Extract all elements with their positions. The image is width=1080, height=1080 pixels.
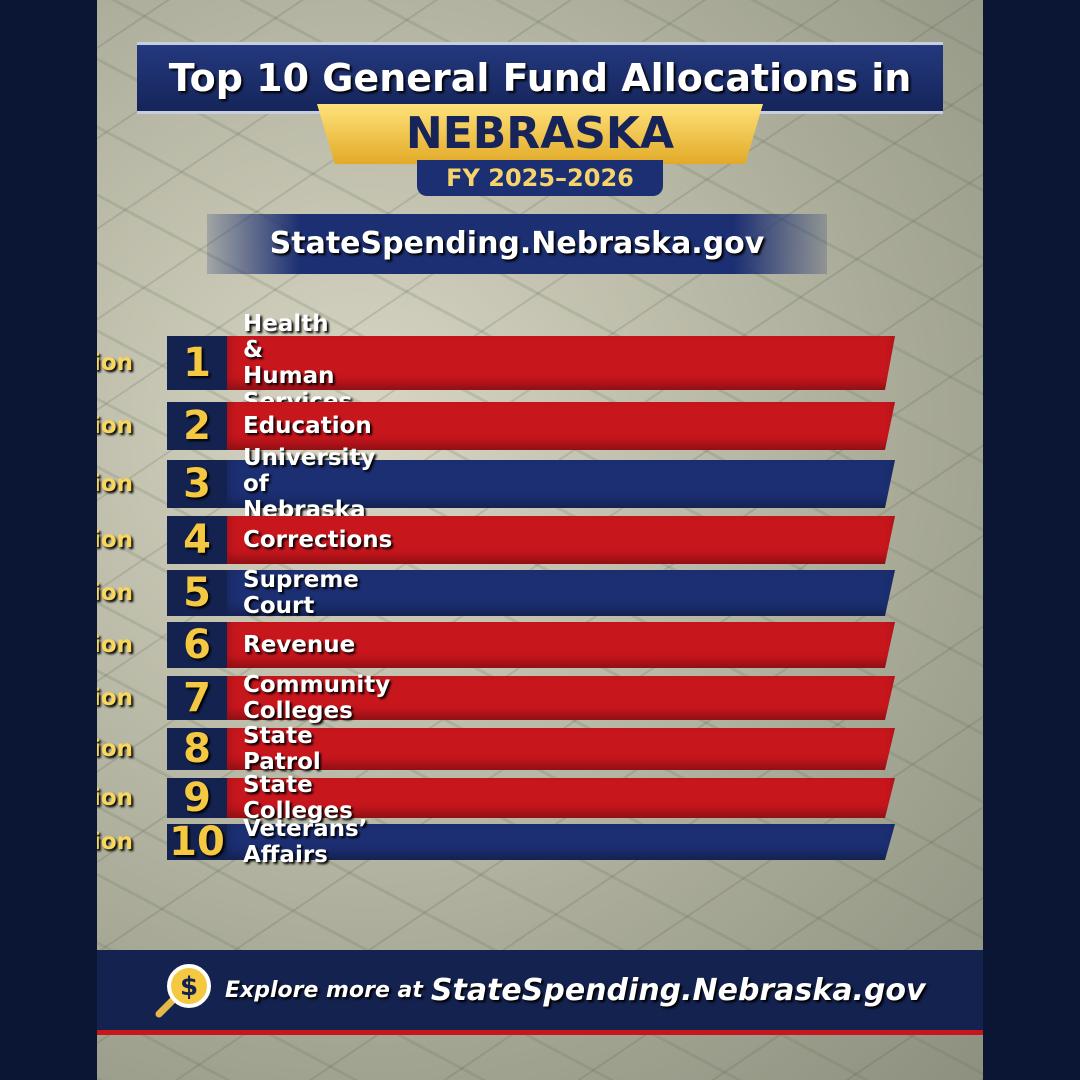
row-bar <box>227 778 895 818</box>
rank: 2 <box>167 402 227 450</box>
state-ribbon: NEBRASKA <box>317 104 763 164</box>
amount-unit: Million <box>97 527 133 553</box>
row-bar <box>227 728 895 770</box>
panel: Top 10 General Fund Allocations in NEBRA… <box>97 0 983 1080</box>
amount: $119.1Million <box>97 676 133 720</box>
footer-text: Explore more at StateSpending.Nebraska.g… <box>225 950 926 1030</box>
item-name: Community Colleges <box>243 672 391 724</box>
svg-text:$: $ <box>180 972 198 1002</box>
row-bar <box>227 824 895 860</box>
item-name: Health & Human Services <box>243 311 352 415</box>
row-bar <box>227 402 895 450</box>
row-bar <box>227 570 895 616</box>
rank: 8 <box>167 726 227 772</box>
amount-unit: Million <box>97 829 133 855</box>
amount-unit: Million <box>97 685 133 711</box>
rank: 10 <box>167 819 227 865</box>
rank: 7 <box>167 675 227 721</box>
item-name: Veterans’ Affairs <box>243 816 368 868</box>
title: Top 10 General Fund Allocations in <box>137 42 943 114</box>
rank: 5 <box>167 570 227 616</box>
amount: $91.0Million <box>97 728 133 770</box>
item-name: Education <box>243 413 372 439</box>
row-bar <box>227 622 895 668</box>
amount-unit: Billion <box>97 413 133 439</box>
amount: $239.4Million <box>97 570 133 616</box>
amount: $2.0Billion <box>97 336 133 390</box>
amount-unit: Million <box>97 632 133 658</box>
footer-prefix: Explore more at <box>225 977 423 1003</box>
amount-unit: Million <box>97 471 133 497</box>
item-name: Corrections <box>243 527 393 553</box>
amount: $370.4Million <box>97 516 133 564</box>
item-name: University of Nebraska <box>243 445 376 523</box>
item-name: Revenue <box>243 632 356 658</box>
amount: $1.3Billion <box>97 402 133 450</box>
amount: $193.6Million <box>97 622 133 668</box>
footer: $ Explore more at StateSpending.Nebraska… <box>97 950 983 1035</box>
rank: 4 <box>167 516 227 564</box>
rank: 6 <box>167 622 227 668</box>
amount: $721.9Million <box>97 460 133 508</box>
fiscal-year: FY 2025–2026 <box>417 160 663 196</box>
item-name: State Colleges <box>243 772 353 824</box>
row-bar <box>227 516 895 564</box>
amount: $56.4Million <box>97 824 133 860</box>
row-bar <box>227 460 895 508</box>
row-bar <box>227 336 895 390</box>
row-bar <box>227 676 895 720</box>
item-name: Supreme Court <box>243 567 359 619</box>
rank: 9 <box>167 775 227 821</box>
rank: 1 <box>167 336 227 390</box>
magnifier-icon: $ <box>155 964 211 1018</box>
amount-unit: Billion <box>97 350 133 376</box>
item-name: State Patrol <box>243 723 321 775</box>
website: StateSpending.Nebraska.gov <box>207 214 827 274</box>
amount: $78.4Million <box>97 778 133 818</box>
rank: 3 <box>167 460 227 508</box>
amount-unit: Million <box>97 580 133 606</box>
footer-link[interactable]: StateSpending.Nebraska.gov <box>430 972 926 1008</box>
amount-unit: Million <box>97 785 133 811</box>
amount-unit: Million <box>97 736 133 762</box>
